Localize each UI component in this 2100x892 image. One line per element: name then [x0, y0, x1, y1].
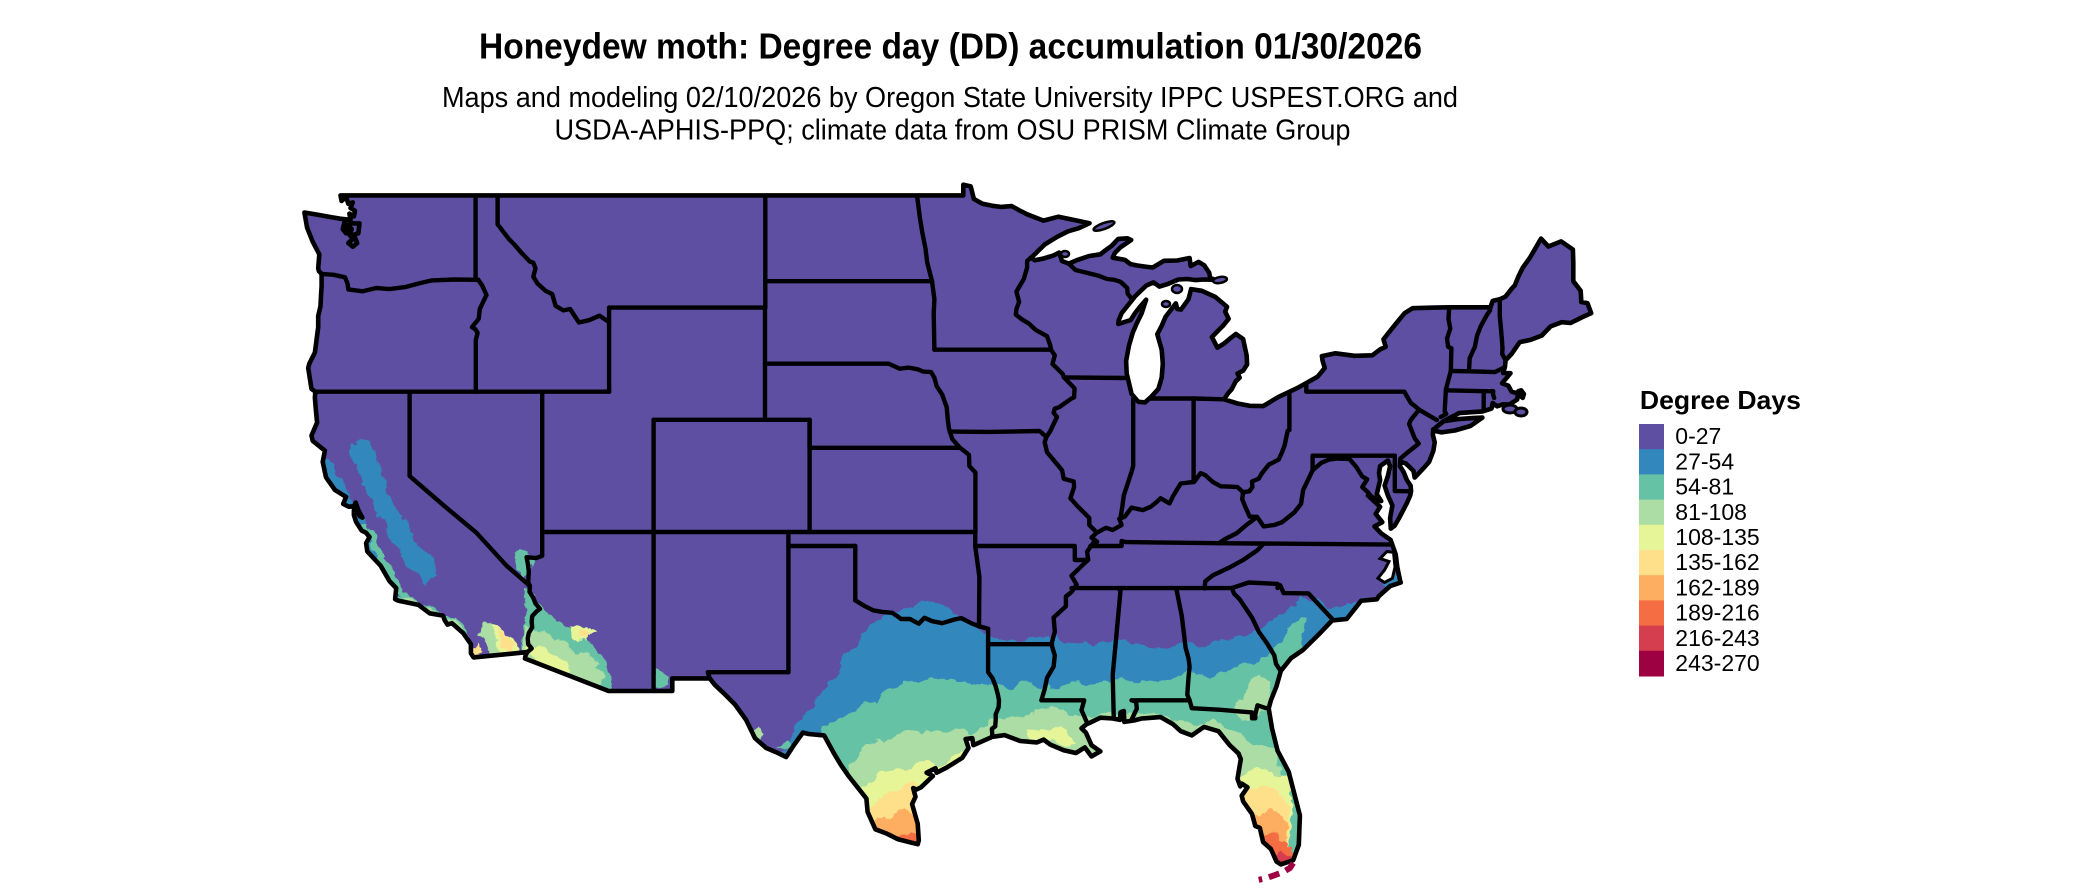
svg-text:USDA-APHIS-PPQ; climate data f: USDA-APHIS-PPQ; climate data from OSU PR… — [555, 114, 1351, 146]
svg-text:108-135: 108-135 — [1675, 524, 1759, 550]
svg-text:Honeydew moth: Degree day (DD): Honeydew moth: Degree day (DD) accumulat… — [479, 26, 1422, 67]
svg-text:0-27: 0-27 — [1675, 423, 1721, 449]
svg-text:243-270: 243-270 — [1675, 650, 1759, 676]
svg-text:189-216: 189-216 — [1675, 600, 1759, 626]
svg-text:162-189: 162-189 — [1675, 574, 1759, 600]
svg-text:Degree Days: Degree Days — [1640, 385, 1801, 415]
svg-text:Maps and modeling 02/10/2026 b: Maps and modeling 02/10/2026 by Oregon S… — [442, 82, 1458, 114]
svg-text:216-243: 216-243 — [1675, 625, 1759, 651]
svg-text:135-162: 135-162 — [1675, 549, 1759, 575]
svg-text:81-108: 81-108 — [1675, 499, 1747, 525]
svg-text:54-81: 54-81 — [1675, 474, 1734, 500]
svg-text:27-54: 27-54 — [1675, 448, 1734, 474]
